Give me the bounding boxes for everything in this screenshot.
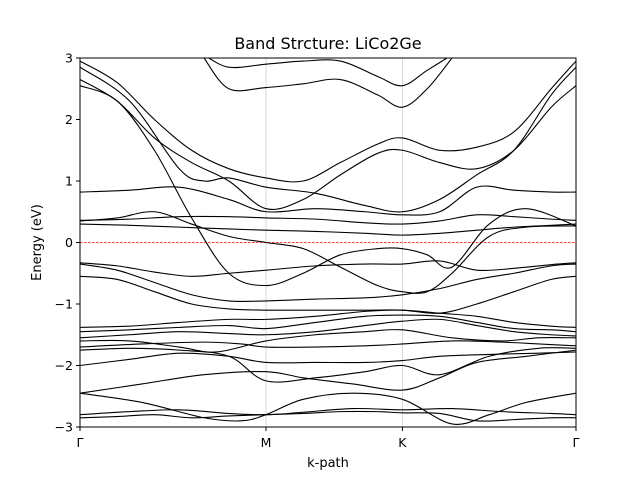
- y-axis-label: Energy (eV): [30, 204, 45, 281]
- band-line-10: [80, 314, 576, 333]
- band-line-21: [80, 79, 576, 210]
- band-line-16: [80, 211, 576, 294]
- band-line-14: [80, 260, 576, 277]
- band-line-7: [80, 340, 576, 348]
- band-line-2: [80, 407, 576, 416]
- y-tick-label: 2: [65, 112, 73, 127]
- band-line-13: [80, 263, 576, 303]
- y-tick-label: −3: [55, 420, 73, 435]
- band-line-9: [80, 318, 576, 339]
- band-line-6: [80, 347, 576, 383]
- band-line-17: [80, 223, 576, 236]
- x-tick-label: M: [261, 435, 272, 450]
- y-tick-label: −1: [55, 297, 73, 312]
- x-axis-label: k-path: [307, 456, 349, 471]
- band-line-19: [80, 185, 576, 216]
- band-line-18: [80, 214, 576, 225]
- band-line-4: [80, 349, 576, 394]
- band-line-24: [207, 58, 449, 87]
- band-line-1: [80, 410, 576, 422]
- x-tick-label: Γ: [573, 435, 580, 450]
- y-axis-ticks: −3 −2 −1 0 1 2 3: [55, 51, 80, 435]
- band-line-22: [80, 60, 576, 183]
- band-line-8: [80, 329, 576, 353]
- band-line-11: [80, 309, 576, 328]
- bands-group: [80, 58, 576, 425]
- band-line-12: [80, 275, 576, 314]
- y-tick-label: 0: [65, 235, 73, 250]
- chart-title: Band Strcture: LiCo2Ge: [234, 34, 421, 53]
- y-tick-label: 3: [65, 51, 73, 66]
- band-line-5: [80, 351, 576, 367]
- band-line-23: [203, 58, 453, 108]
- y-tick-label: −2: [55, 358, 73, 373]
- x-tick-label: K: [398, 435, 407, 450]
- x-tick-label: Γ: [77, 435, 84, 450]
- y-tick-label: 1: [65, 174, 73, 189]
- band-line-15: [80, 85, 576, 287]
- band-line-3: [80, 392, 576, 425]
